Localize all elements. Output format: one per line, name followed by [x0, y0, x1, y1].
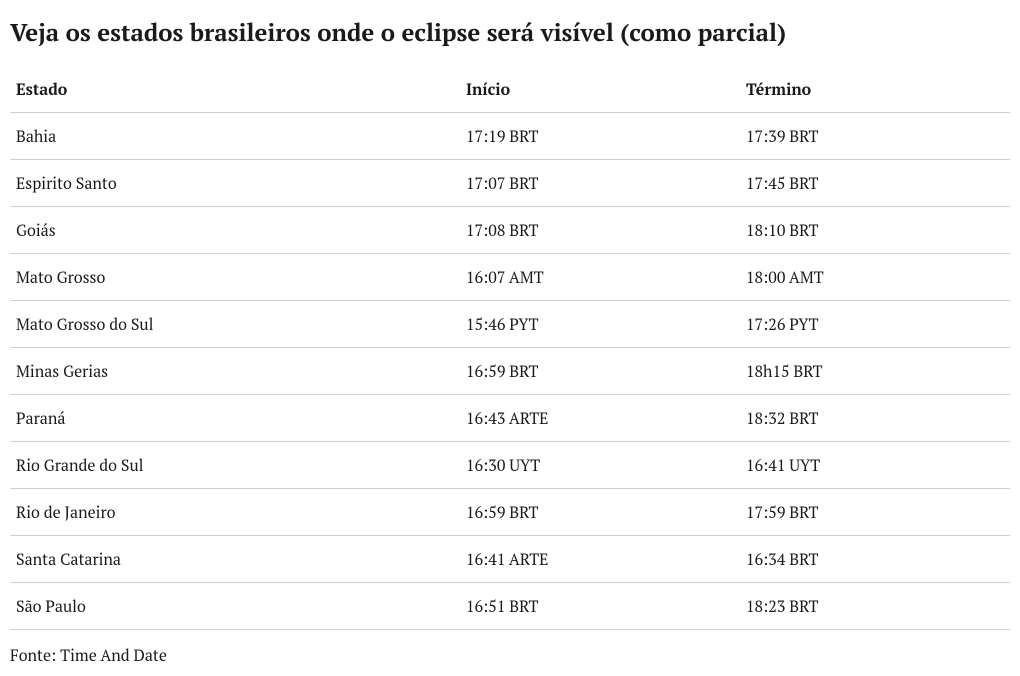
page-title: Veja os estados brasileiros onde o eclip… [10, 16, 1010, 48]
cell-estado: Goiás [10, 207, 460, 254]
cell-inicio: 16:30 UYT [460, 442, 740, 489]
cell-estado: Rio Grande do Sul [10, 442, 460, 489]
cell-termino: 18:32 BRT [740, 395, 1010, 442]
header-inicio: Início [460, 66, 740, 113]
cell-termino: 18:00 AMT [740, 254, 1010, 301]
table-row: Goiás17:08 BRT18:10 BRT [10, 207, 1010, 254]
cell-estado: Santa Catarina [10, 536, 460, 583]
table-header-row: Estado Início Término [10, 66, 1010, 113]
cell-termino: 17:59 BRT [740, 489, 1010, 536]
cell-estado: Bahia [10, 113, 460, 160]
cell-termino: 17:39 BRT [740, 113, 1010, 160]
header-estado: Estado [10, 66, 460, 113]
table-row: Rio Grande do Sul16:30 UYT16:41 UYT [10, 442, 1010, 489]
cell-estado: Minas Gerias [10, 348, 460, 395]
cell-estado: São Paulo [10, 583, 460, 630]
cell-inicio: 16:51 BRT [460, 583, 740, 630]
table-row: Bahia17:19 BRT17:39 BRT [10, 113, 1010, 160]
cell-inicio: 16:59 BRT [460, 348, 740, 395]
cell-inicio: 16:41 ARTE [460, 536, 740, 583]
cell-estado: Espirito Santo [10, 160, 460, 207]
cell-estado: Mato Grosso [10, 254, 460, 301]
cell-termino: 18:23 BRT [740, 583, 1010, 630]
cell-estado: Mato Grosso do Sul [10, 301, 460, 348]
table-row: Espirito Santo17:07 BRT17:45 BRT [10, 160, 1010, 207]
cell-termino: 16:41 UYT [740, 442, 1010, 489]
table-row: Mato Grosso do Sul15:46 PYT17:26 PYT [10, 301, 1010, 348]
cell-inicio: 16:07 AMT [460, 254, 740, 301]
table-row: Mato Grosso16:07 AMT18:00 AMT [10, 254, 1010, 301]
table-row: Rio de Janeiro16:59 BRT17:59 BRT [10, 489, 1010, 536]
table-row: Paraná16:43 ARTE18:32 BRT [10, 395, 1010, 442]
cell-estado: Paraná [10, 395, 460, 442]
cell-termino: 17:45 BRT [740, 160, 1010, 207]
cell-inicio: 16:43 ARTE [460, 395, 740, 442]
cell-termino: 17:26 PYT [740, 301, 1010, 348]
cell-inicio: 17:07 BRT [460, 160, 740, 207]
source-text: Fonte: Time And Date [10, 644, 1010, 666]
cell-termino: 18:10 BRT [740, 207, 1010, 254]
header-termino: Término [740, 66, 1010, 113]
cell-inicio: 17:19 BRT [460, 113, 740, 160]
cell-estado: Rio de Janeiro [10, 489, 460, 536]
eclipse-table: Estado Início Término Bahia17:19 BRT17:3… [10, 66, 1010, 630]
cell-inicio: 17:08 BRT [460, 207, 740, 254]
table-row: Minas Gerias16:59 BRT18h15 BRT [10, 348, 1010, 395]
cell-termino: 16:34 BRT [740, 536, 1010, 583]
table-row: São Paulo16:51 BRT18:23 BRT [10, 583, 1010, 630]
cell-termino: 18h15 BRT [740, 348, 1010, 395]
cell-inicio: 16:59 BRT [460, 489, 740, 536]
cell-inicio: 15:46 PYT [460, 301, 740, 348]
table-row: Santa Catarina16:41 ARTE16:34 BRT [10, 536, 1010, 583]
